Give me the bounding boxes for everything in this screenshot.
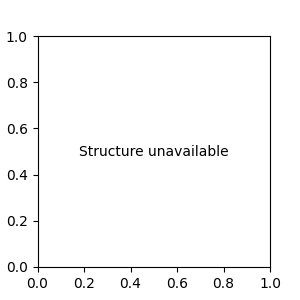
Text: Structure unavailable: Structure unavailable — [79, 145, 229, 158]
